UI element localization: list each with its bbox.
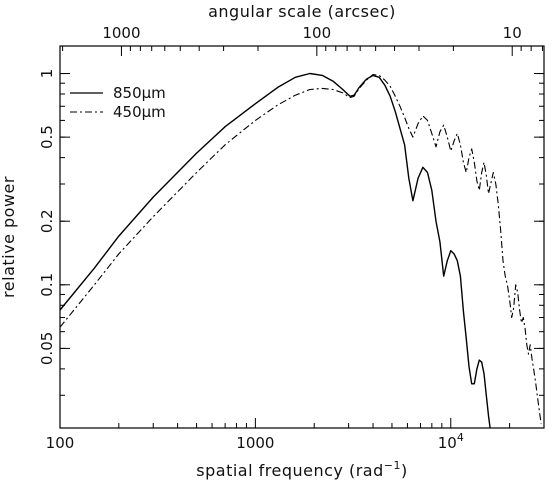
minor-ticks [60,46,545,428]
series-450um-line [59,73,542,424]
x-tick-label-base: 10 [438,434,457,452]
x-tick-label: 100 [46,434,75,452]
x-tick-label: 1000 [236,434,274,452]
x-axis-title-close: ) [401,461,408,480]
bottom-tick-labels: 100 1000 104 [46,431,464,452]
y-axis-title: relative power [0,176,18,298]
top-tick-label: 100 [303,24,332,42]
x-tick-label-base: 100 [46,434,75,452]
y-tick-label: 0.05 [38,332,56,365]
legend-label-450: 450μm [113,103,166,121]
y-tick-label: 0.1 [38,273,56,297]
legend: 850μm 450μm [70,84,166,121]
top-axis-title: angular scale (arcsec) [208,2,396,21]
y-tick-label: 0.2 [38,209,56,233]
x-tick-label-base: 1000 [236,434,274,452]
top-tick-labels: 1000 100 10 [102,24,521,42]
x-axis-title-exponent: −1 [384,459,401,472]
x-axis-title: spatial frequency (rad−1) [196,459,407,480]
series-layer [59,72,542,429]
major-ticks [59,46,544,428]
top-tick-label: 1000 [102,24,140,42]
y-tick-labels: 1 0.5 0.2 0.1 0.05 [38,69,56,365]
plot-frame [59,45,545,429]
y-tick-label: 1 [38,69,56,79]
y-tick-label: 0.5 [38,125,56,149]
legend-label-850: 850μm [113,84,166,102]
series-850um-line [59,72,491,429]
top-tick-label: 10 [503,24,522,42]
x-tick-label: 104 [438,431,464,452]
x-tick-label-exponent: 4 [457,431,464,444]
